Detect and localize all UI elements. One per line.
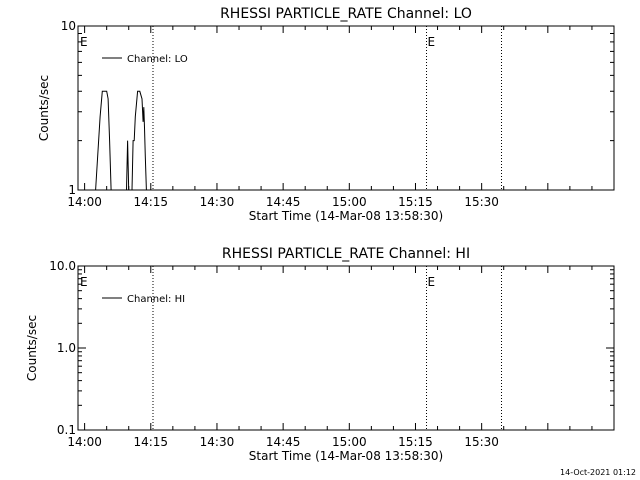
plot-channel-lo: RHESSI PARTICLE_RATE Channel: LO 14:00 14:…	[37, 6, 615, 223]
x-tick-label: 15:30	[464, 435, 499, 449]
x-tick-label: 15:00	[332, 195, 367, 209]
event-marker-label: E	[80, 35, 88, 49]
event-marker-label: E	[428, 35, 436, 49]
data-series-line	[95, 90, 147, 191]
plot-frame	[77, 265, 615, 431]
event-marker-label: E	[80, 275, 88, 289]
x-tick-label: 14:15	[133, 435, 168, 449]
x-tick-label: 14:30	[200, 435, 235, 449]
y-tick-label: 1.0	[57, 341, 76, 355]
y-axis-label: Counts/sec	[37, 75, 51, 141]
y-tick-label: 10	[61, 19, 76, 33]
y-axis-label: Counts/sec	[25, 315, 39, 381]
x-tick-label: 15:15	[398, 435, 433, 449]
x-tick-label: 15:00	[332, 435, 367, 449]
y-tick-label: 1	[68, 183, 76, 197]
x-tick-label: 15:15	[398, 195, 433, 209]
x-tick-label: 14:00	[67, 435, 102, 449]
y-tick-label: 0.1	[57, 423, 76, 437]
event-marker-label: E	[428, 275, 436, 289]
legend-entry: Channel: HI	[127, 294, 185, 305]
x-tick-label: 15:30	[464, 195, 499, 209]
x-axis-label: Start Time (14-Mar-08 13:58:30)	[249, 209, 443, 223]
y-tick-label: 10.0	[49, 259, 76, 273]
x-tick-label: 14:00	[67, 195, 102, 209]
x-tick-label: 14:45	[266, 435, 301, 449]
x-tick-label: 14:45	[266, 195, 301, 209]
plot-channel-hi: RHESSI PARTICLE_RATE Channel: HI 14:00 14:…	[25, 246, 615, 463]
plot-frame	[77, 25, 615, 191]
chart-title: RHESSI PARTICLE_RATE Channel: HI	[222, 246, 470, 262]
x-tick-label: 14:30	[200, 195, 235, 209]
chart-title: RHESSI PARTICLE_RATE Channel: LO	[220, 6, 472, 22]
x-axis-label: Start Time (14-Mar-08 13:58:30)	[249, 449, 443, 463]
footer-timestamp: 14-Oct-2021 01:12	[560, 468, 636, 477]
legend-entry: Channel: LO	[127, 54, 188, 65]
x-tick-label: 14:15	[133, 195, 168, 209]
